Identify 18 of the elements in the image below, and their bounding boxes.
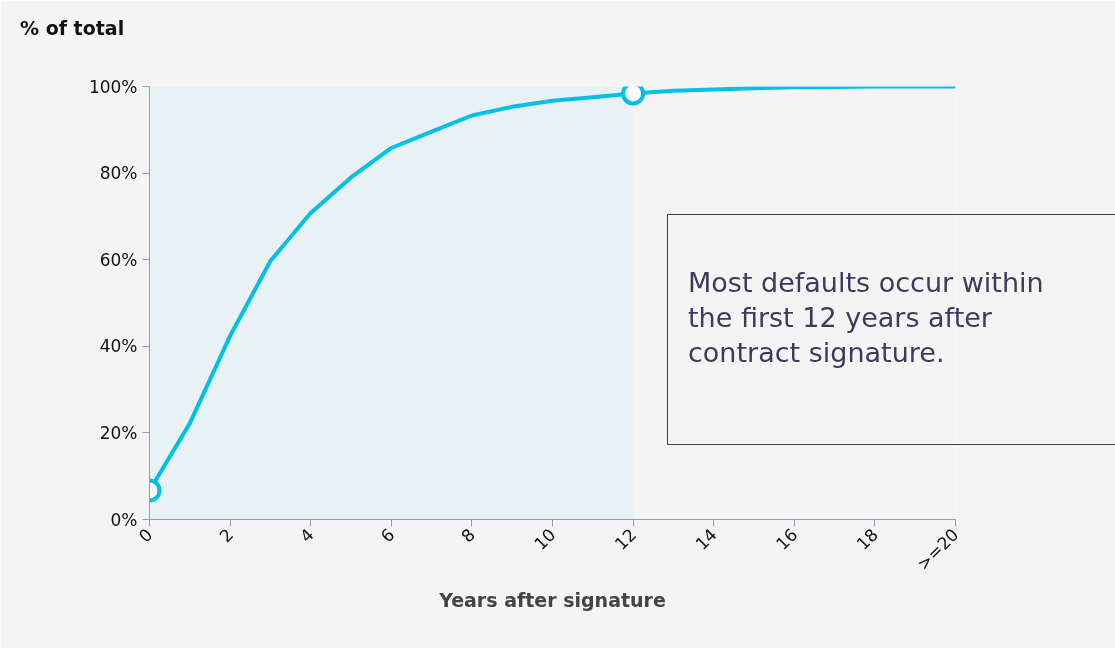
x-tick-label: 18 bbox=[852, 524, 882, 554]
annotation: Most defaults occur within the first 12 years after contract signature. bbox=[688, 266, 1045, 371]
x-tick-label: 12 bbox=[610, 524, 641, 554]
x-tick-label: 4 bbox=[295, 524, 318, 547]
x-tick-label: 8 bbox=[457, 524, 479, 547]
x-axis-title: Years after signature bbox=[438, 589, 666, 612]
y-tick-label: 20% bbox=[99, 422, 138, 443]
x-tick-label: 10 bbox=[530, 524, 560, 554]
y-tick-label: 100% bbox=[88, 76, 138, 97]
x-tick-label: 6 bbox=[376, 524, 399, 547]
y-tick-label: 80% bbox=[99, 163, 138, 184]
y-axis-title: % of total bbox=[20, 16, 125, 41]
x-tick-label: 14 bbox=[691, 524, 721, 554]
y-tick-label: 40% bbox=[99, 336, 138, 357]
x-tick-label: 16 bbox=[771, 524, 802, 554]
x-tick-label: 2 bbox=[215, 524, 238, 547]
y-tick-label: 0% bbox=[110, 509, 138, 530]
y-tick-label: 60% bbox=[99, 249, 138, 270]
